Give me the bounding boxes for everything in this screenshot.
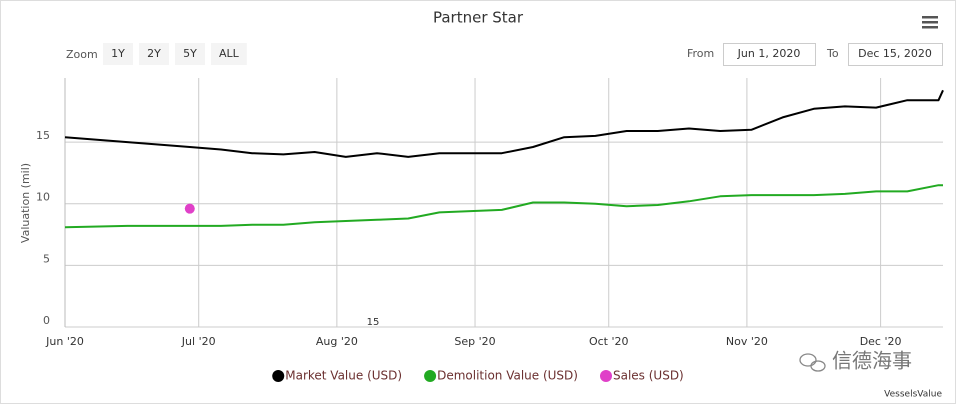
legend-label: Demolition Value (USD)	[437, 369, 578, 383]
button-bg	[175, 43, 205, 65]
from-input[interactable]	[723, 43, 816, 66]
x-tick-label: Aug '20	[316, 335, 358, 348]
y-axis-title: Valuation (mil)	[19, 163, 32, 243]
sale-point	[184, 203, 195, 214]
legend-marker	[599, 370, 612, 382]
from-value: Jun 1, 2020	[737, 47, 801, 60]
to-value: Dec 15, 2020	[858, 47, 932, 60]
credit: VesselsValue	[884, 390, 942, 400]
chart-title: Partner Star	[433, 9, 524, 27]
series-line	[64, 89, 944, 158]
icon-bubble	[810, 360, 826, 372]
button-label: 1Y	[111, 47, 125, 60]
menu-button[interactable]	[922, 16, 938, 29]
button-bg	[103, 43, 133, 65]
legend-item[interactable]: Market Value (USD)	[272, 369, 402, 383]
watermark-icon	[799, 353, 826, 372]
menu-bar	[922, 16, 938, 19]
button-label: 2Y	[147, 47, 161, 60]
to-input[interactable]	[848, 43, 943, 66]
button-label: 5Y	[183, 47, 197, 60]
zoom-label: Zoom	[66, 48, 98, 61]
button-label: ALL	[219, 47, 240, 60]
menu-bar	[922, 26, 938, 29]
x-tick-label: Nov '20	[726, 335, 768, 348]
y-tick-label: 15	[36, 129, 50, 142]
legend-item[interactable]: Sales (USD)	[599, 369, 684, 383]
x-tick-label: Oct '20	[589, 335, 629, 348]
x-tick-label: Sep '20	[454, 335, 495, 348]
x-tick-label: Dec '20	[860, 335, 902, 348]
range-button[interactable]: 5Y	[175, 43, 205, 65]
legend-marker	[424, 370, 437, 382]
y-tick-label: 0	[43, 314, 50, 327]
y-tick-label: 5	[43, 252, 50, 265]
x-tick-label: Jun '20	[45, 335, 84, 348]
range-button[interactable]: ALL	[211, 43, 247, 65]
legend-item[interactable]: Demolition Value (USD)	[424, 369, 578, 383]
annotation: 15	[367, 317, 380, 328]
to-label: To	[826, 47, 839, 60]
range-button[interactable]: 1Y	[103, 43, 133, 65]
button-bg	[211, 43, 247, 65]
series-line	[64, 184, 943, 229]
range-button[interactable]: 2Y	[139, 43, 169, 65]
legend-label: Sales (USD)	[613, 369, 684, 383]
watermark: 信德海事	[832, 349, 912, 373]
button-bg	[139, 43, 169, 65]
from-label: From	[687, 47, 714, 60]
icon-bubble	[799, 353, 817, 367]
legend-label: Market Value (USD)	[285, 369, 402, 383]
menu-bar	[922, 21, 938, 24]
legend-marker	[272, 370, 285, 382]
y-tick-label: 10	[36, 191, 50, 204]
x-tick-label: Jul '20	[181, 335, 216, 348]
